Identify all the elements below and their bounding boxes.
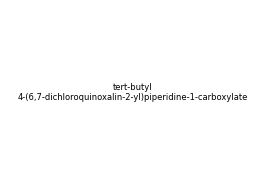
Text: tert-butyl 4-(6,7-dichloroquinoxalin-2-yl)piperidine-1-carboxylate: tert-butyl 4-(6,7-dichloroquinoxalin-2-y… <box>18 83 248 102</box>
